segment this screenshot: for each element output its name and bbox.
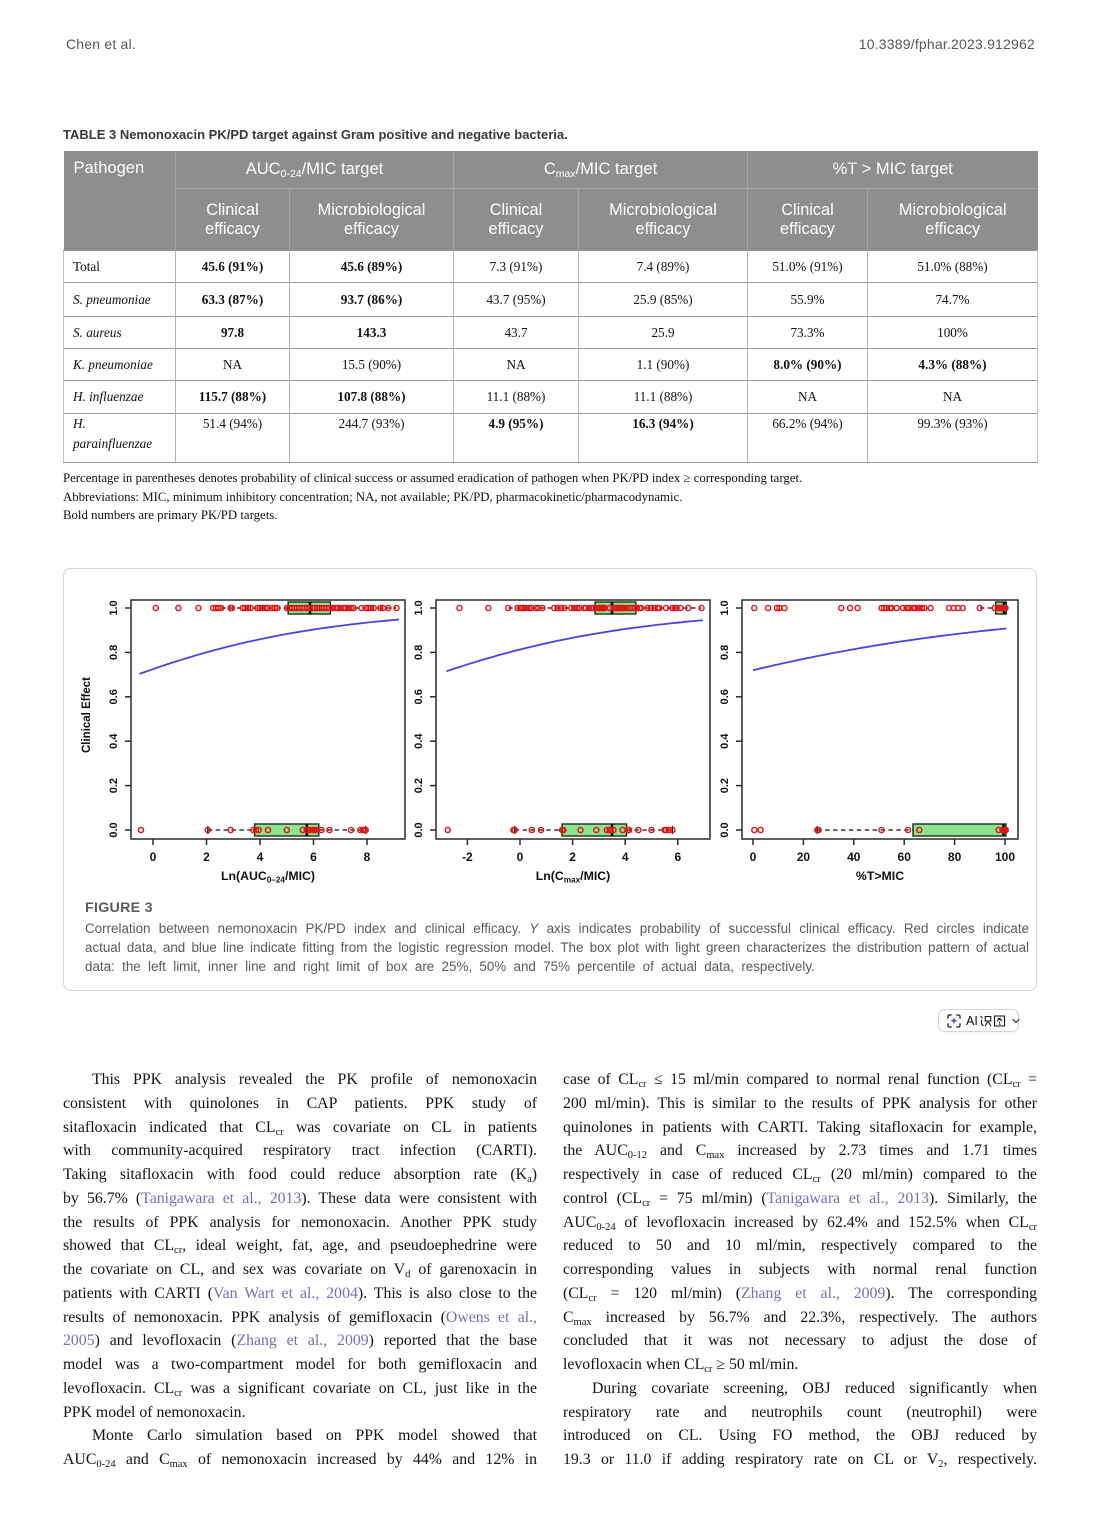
svg-text:2: 2: [569, 850, 576, 864]
svg-text:1.0: 1.0: [719, 600, 731, 615]
svg-text:0.6: 0.6: [108, 689, 120, 704]
svg-text:0.6: 0.6: [719, 689, 731, 704]
svg-text:0.0: 0.0: [719, 822, 731, 837]
svg-text:40: 40: [847, 850, 861, 864]
svg-text:4: 4: [622, 850, 629, 864]
svg-text:-2: -2: [462, 850, 473, 864]
svg-text:100: 100: [995, 850, 1015, 864]
svg-text:Ln(Cmax/MIC): Ln(Cmax/MIC): [536, 869, 610, 885]
svg-text:Clinical Effect: Clinical Effect: [81, 677, 93, 753]
svg-text:0.6: 0.6: [413, 689, 425, 704]
svg-text:0.0: 0.0: [413, 822, 425, 837]
svg-text:6: 6: [310, 850, 317, 864]
svg-text:0.8: 0.8: [108, 645, 120, 660]
svg-text:6: 6: [674, 850, 681, 864]
svg-text:0.2: 0.2: [719, 778, 731, 793]
svg-text:0.4: 0.4: [413, 733, 425, 749]
svg-text:8: 8: [364, 850, 371, 864]
svg-text:0: 0: [150, 850, 157, 864]
svg-text:2: 2: [203, 850, 210, 864]
svg-text:4: 4: [257, 850, 264, 864]
svg-text:0.8: 0.8: [719, 645, 731, 660]
svg-text:0.2: 0.2: [108, 778, 120, 793]
svg-text:0.4: 0.4: [719, 733, 731, 749]
svg-text:0.0: 0.0: [108, 822, 120, 837]
svg-text:0.4: 0.4: [108, 733, 120, 749]
svg-text:20: 20: [797, 850, 811, 864]
svg-text:Ln(AUC0–24/MIC): Ln(AUC0–24/MIC): [221, 869, 315, 885]
svg-text:1.0: 1.0: [108, 600, 120, 615]
svg-text:80: 80: [948, 850, 962, 864]
svg-text:0.2: 0.2: [413, 778, 425, 793]
svg-text:%T>MIC: %T>MIC: [856, 869, 904, 883]
svg-text:1.0: 1.0: [413, 600, 425, 615]
svg-text:0: 0: [517, 850, 524, 864]
svg-text:60: 60: [898, 850, 912, 864]
svg-text:0: 0: [750, 850, 757, 864]
svg-text:0.8: 0.8: [413, 645, 425, 660]
